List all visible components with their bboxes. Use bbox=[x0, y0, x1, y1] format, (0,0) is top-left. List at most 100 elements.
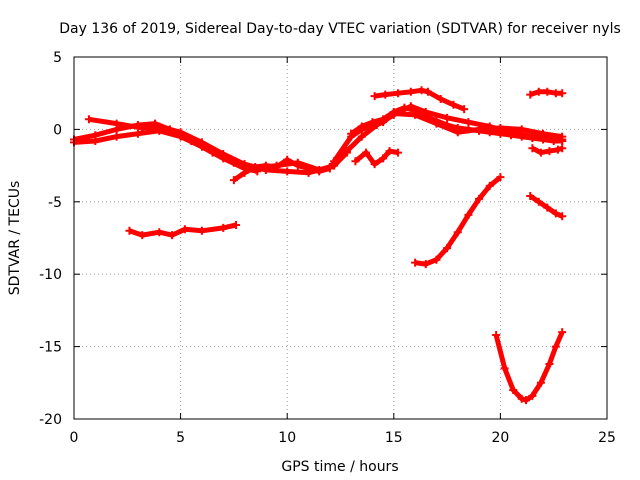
data-point bbox=[379, 154, 388, 163]
data-point bbox=[549, 136, 558, 145]
data-point bbox=[232, 220, 241, 229]
data-point bbox=[370, 160, 379, 169]
data-point bbox=[526, 90, 535, 99]
data-point bbox=[155, 228, 164, 237]
data-point bbox=[551, 209, 560, 218]
series-arc-9 bbox=[370, 86, 469, 114]
data-point bbox=[432, 116, 441, 125]
data-point bbox=[558, 136, 567, 145]
data-point bbox=[453, 228, 462, 237]
data-point bbox=[517, 394, 526, 403]
data-point bbox=[347, 129, 356, 138]
data-point bbox=[551, 342, 560, 351]
data-point bbox=[84, 115, 93, 124]
data-point bbox=[526, 192, 535, 201]
series-line bbox=[73, 128, 258, 174]
data-point bbox=[351, 157, 360, 166]
data-point bbox=[197, 138, 206, 147]
series-line bbox=[374, 87, 466, 112]
data-point bbox=[219, 223, 228, 232]
tick-labels: 0 5 10 15 20 25 5 0 -5 -10 -15 -20 bbox=[39, 50, 616, 446]
data-point bbox=[112, 119, 121, 128]
data-point bbox=[543, 87, 552, 96]
data-point bbox=[460, 105, 469, 114]
series-arc-8 bbox=[351, 147, 403, 169]
data-point bbox=[357, 132, 366, 141]
data-point bbox=[543, 203, 552, 212]
data-point bbox=[496, 129, 505, 138]
data-point bbox=[464, 118, 473, 127]
data-point bbox=[325, 164, 334, 173]
data-point bbox=[423, 87, 432, 96]
data-point bbox=[553, 145, 562, 154]
data-point bbox=[389, 108, 398, 117]
data-point bbox=[475, 126, 484, 135]
data-point bbox=[240, 160, 249, 169]
data-point bbox=[492, 331, 501, 340]
data-point bbox=[536, 148, 545, 157]
data-point bbox=[379, 115, 388, 124]
data-point bbox=[421, 112, 430, 121]
data-point bbox=[496, 173, 505, 182]
data-point bbox=[197, 226, 206, 235]
data-point bbox=[500, 364, 509, 373]
data-point bbox=[558, 144, 567, 153]
data-point bbox=[394, 89, 403, 98]
data-point bbox=[293, 161, 302, 170]
data-point bbox=[534, 87, 543, 96]
data-point bbox=[168, 231, 177, 240]
data-point bbox=[464, 210, 473, 219]
data-point bbox=[342, 147, 351, 156]
data-point bbox=[558, 89, 567, 98]
data-point bbox=[283, 155, 292, 164]
series-arc-5 bbox=[229, 155, 334, 185]
data-point bbox=[125, 226, 134, 235]
data-point bbox=[411, 258, 420, 267]
chart-title: Day 136 of 2019, Sidereal Day-to-day VTE… bbox=[59, 21, 621, 37]
axis-ticks bbox=[73, 56, 608, 420]
data-point bbox=[180, 225, 189, 234]
data-point bbox=[558, 328, 567, 337]
data-point bbox=[528, 391, 537, 400]
data-point bbox=[417, 86, 426, 95]
series-line bbox=[353, 148, 399, 167]
x-tick-label: 0 bbox=[70, 430, 79, 446]
data-point bbox=[362, 148, 371, 157]
data-point bbox=[251, 163, 260, 172]
data-point bbox=[449, 100, 458, 109]
x-tick-label: 10 bbox=[278, 430, 296, 446]
data-point bbox=[357, 122, 366, 131]
data-point bbox=[240, 168, 249, 177]
data-point bbox=[400, 103, 409, 112]
data-point bbox=[443, 244, 452, 253]
data-point bbox=[176, 128, 185, 137]
grid-lines bbox=[74, 57, 607, 419]
y-tick-label: 0 bbox=[53, 122, 62, 138]
data-point bbox=[443, 121, 452, 130]
series-arc-12 bbox=[526, 192, 567, 221]
series-arc-11 bbox=[492, 328, 567, 405]
series-arc-13 bbox=[526, 87, 567, 99]
series-line bbox=[493, 331, 565, 403]
data-point bbox=[315, 167, 324, 176]
data-point bbox=[138, 123, 147, 132]
data-point bbox=[436, 94, 445, 103]
y-axis-label: SDTVAR / TECUs bbox=[7, 181, 23, 296]
data-point bbox=[545, 147, 554, 156]
plot-frame bbox=[73, 56, 608, 420]
data-point bbox=[509, 386, 518, 395]
data-point bbox=[421, 260, 430, 269]
x-tick-label: 15 bbox=[385, 430, 403, 446]
data-point bbox=[370, 92, 379, 101]
data-point bbox=[558, 212, 567, 221]
series-line bbox=[232, 157, 331, 183]
data-point bbox=[528, 134, 537, 143]
data-point bbox=[517, 132, 526, 141]
data-point bbox=[272, 163, 281, 172]
series-arc-14 bbox=[528, 144, 567, 157]
y-tick-label: -10 bbox=[39, 267, 62, 283]
y-tick-label: 5 bbox=[53, 50, 62, 66]
series-line bbox=[88, 103, 563, 176]
series-line bbox=[414, 175, 502, 267]
